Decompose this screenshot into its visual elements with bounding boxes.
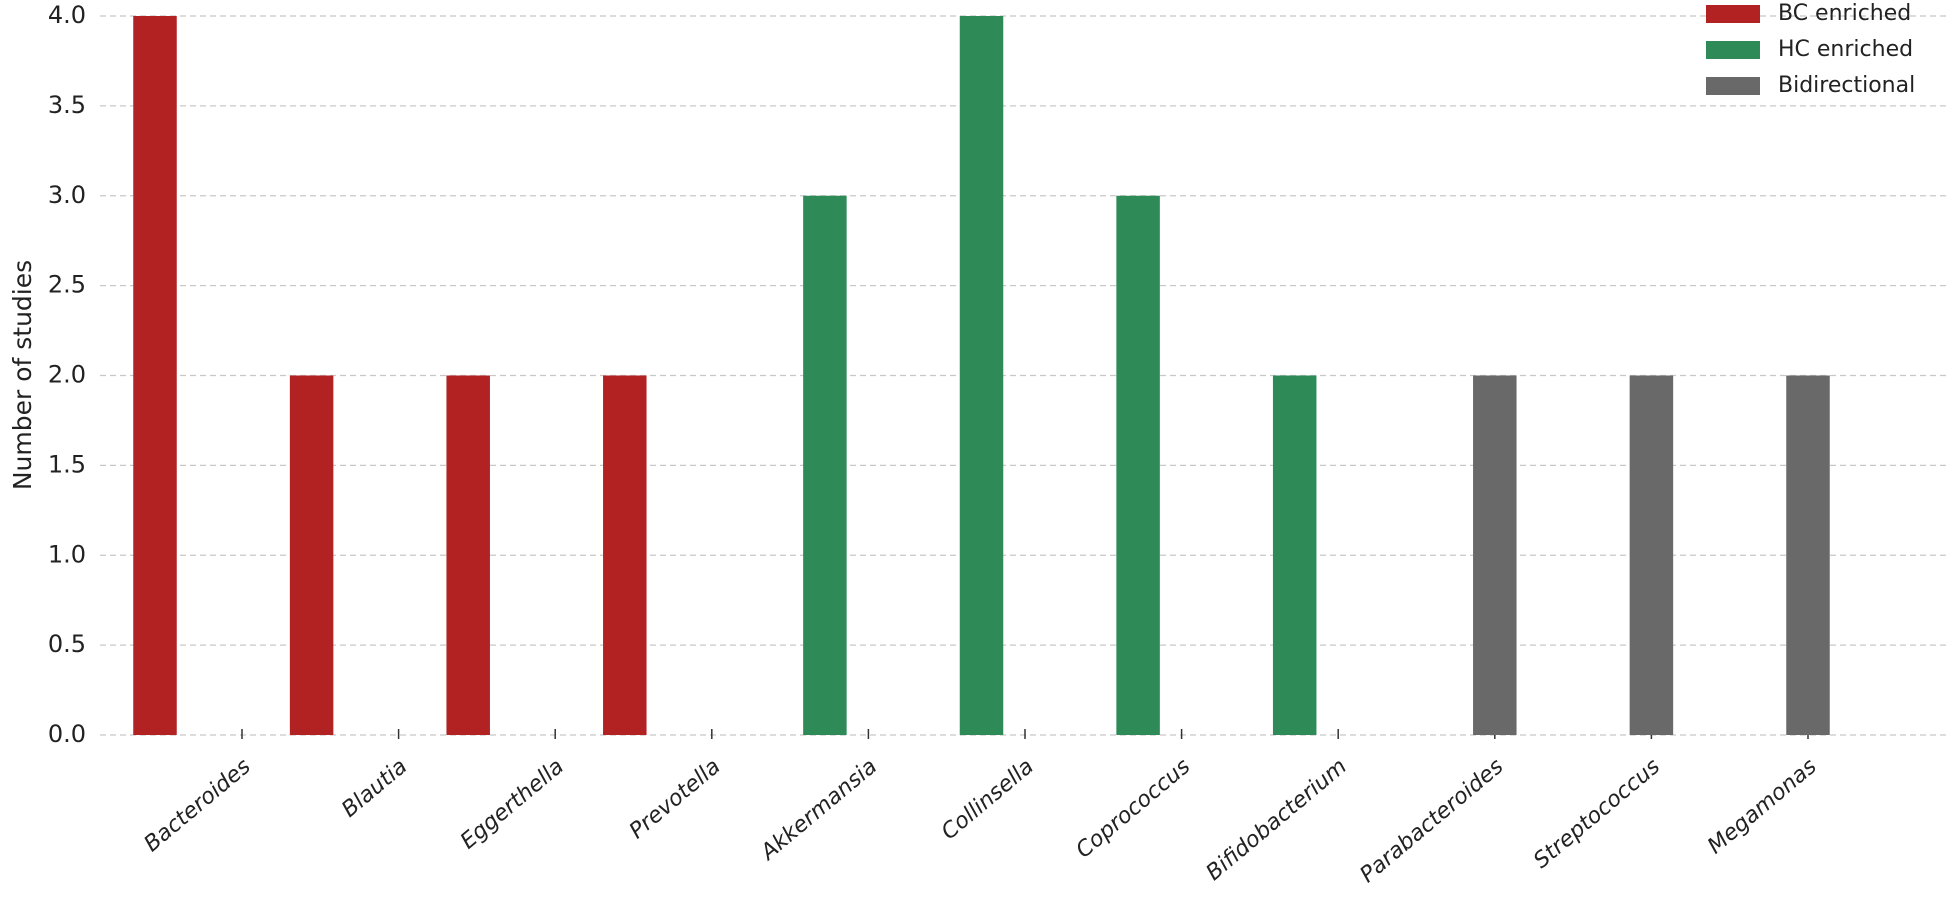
y-tick-label: 0.5 (48, 630, 86, 658)
bar (1473, 376, 1517, 736)
legend-label: HC enriched (1778, 37, 1913, 62)
bar (1273, 376, 1317, 736)
bar (603, 376, 647, 736)
x-tick-label: Collinsella (937, 754, 1039, 845)
y-tick-label: 1.0 (48, 540, 86, 568)
y-tick-label: 2.0 (48, 361, 86, 389)
y-tick-label: 3.5 (48, 91, 86, 119)
legend-swatch (1706, 77, 1760, 95)
x-tick-label: Bifidobacterium (1202, 754, 1352, 886)
y-tick-label: 0.0 (48, 720, 86, 748)
y-tick-label: 2.5 (48, 271, 86, 299)
bar (1116, 196, 1160, 735)
x-tick-label: Parabacteroides (1356, 754, 1509, 888)
bar (290, 376, 334, 736)
x-tick-label: Bacteroides (140, 754, 256, 857)
y-tick-label: 4.0 (48, 1, 86, 29)
bar (803, 196, 847, 735)
x-tick-label: Blautia (337, 754, 412, 823)
bar (1630, 376, 1674, 736)
y-tick-label: 3.0 (48, 181, 86, 209)
x-tick-label: Streptococcus (1529, 754, 1665, 874)
x-tick-label: Coprococcus (1072, 754, 1196, 863)
x-tick-label: Eggerthella (456, 754, 569, 854)
legend-swatch (1706, 41, 1760, 59)
bar (960, 16, 1004, 735)
bar (1786, 376, 1830, 736)
bar (446, 376, 490, 736)
legend-label: Bidirectional (1778, 73, 1915, 98)
x-tick-label: Akkermansia (755, 754, 882, 866)
legend-label: BC enriched (1778, 1, 1911, 26)
x-tick-label: Megamonas (1703, 754, 1822, 859)
y-tick-label: 1.5 (48, 450, 86, 478)
bar (133, 16, 177, 735)
x-tick-label: Prevotella (625, 754, 725, 844)
legend-swatch (1706, 5, 1760, 23)
y-axis-label: Number of studies (8, 260, 37, 490)
